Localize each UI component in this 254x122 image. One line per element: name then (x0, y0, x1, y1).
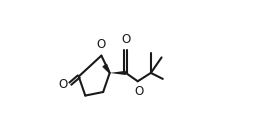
Text: O: O (121, 32, 131, 46)
Text: O: O (134, 85, 144, 98)
Polygon shape (110, 71, 126, 75)
Text: O: O (59, 78, 68, 91)
Text: O: O (97, 38, 106, 51)
